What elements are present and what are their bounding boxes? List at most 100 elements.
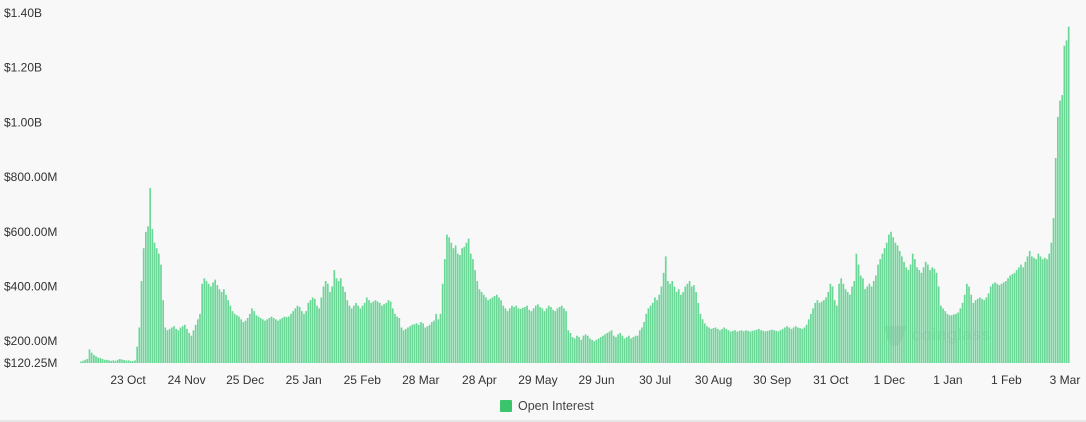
bar[interactable] [970,294,973,363]
bar[interactable] [623,338,626,363]
bar[interactable] [543,311,546,363]
bar[interactable] [448,237,450,363]
bar[interactable] [229,305,232,363]
bar[interactable] [428,324,431,363]
bar[interactable] [567,330,570,363]
bar[interactable] [88,349,91,363]
bar[interactable] [454,245,457,363]
bar[interactable] [131,361,134,363]
bar[interactable] [125,360,128,363]
bar[interactable] [502,305,505,363]
bar[interactable] [207,283,210,363]
bar[interactable] [714,327,717,363]
bar[interactable] [966,283,968,363]
bar[interactable] [396,316,398,363]
bar[interactable] [545,308,548,363]
bar[interactable] [147,226,149,363]
bar[interactable] [719,330,721,363]
bar[interactable] [303,313,305,363]
bar[interactable] [320,297,323,363]
bar[interactable] [920,272,923,363]
bar[interactable] [222,289,225,363]
bar[interactable] [762,330,765,363]
bar[interactable] [595,339,598,363]
bar[interactable] [157,253,160,363]
bar[interactable] [716,328,719,363]
bar[interactable] [394,313,396,363]
bar[interactable] [404,328,407,363]
bar[interactable] [292,311,294,363]
bar[interactable] [214,279,216,363]
bar[interactable] [1039,256,1042,363]
bar[interactable] [433,320,435,363]
bar[interactable] [1024,261,1027,363]
bar[interactable] [277,320,279,363]
bar[interactable] [212,282,214,363]
bar[interactable] [528,309,531,363]
bar[interactable] [946,313,949,363]
bar[interactable] [324,281,327,363]
bar[interactable] [1009,275,1012,363]
bar[interactable] [699,313,702,363]
bar[interactable] [636,335,639,363]
bar[interactable] [181,326,184,363]
bar[interactable] [998,285,1001,363]
bar[interactable] [1031,256,1033,363]
bar[interactable] [937,286,940,363]
bar[interactable] [365,297,368,363]
bar[interactable] [632,337,635,363]
bar[interactable] [1050,242,1053,363]
bar[interactable] [554,311,557,363]
bar[interactable] [348,305,351,363]
bar[interactable] [504,308,507,363]
bar[interactable] [903,261,905,363]
bar[interactable] [560,305,563,363]
bar[interactable] [149,188,152,363]
bar[interactable] [461,248,463,363]
bar[interactable] [140,281,143,363]
bar[interactable] [387,300,390,363]
bar[interactable] [93,354,95,363]
bar[interactable] [612,335,615,363]
bar[interactable] [578,337,580,363]
bar[interactable] [294,308,297,363]
bar[interactable] [751,330,754,363]
bar[interactable] [831,286,834,363]
bar[interactable] [955,313,957,363]
bar[interactable] [838,283,840,363]
bar[interactable] [996,283,999,363]
bar[interactable] [487,300,489,363]
bar[interactable] [656,300,658,363]
bar[interactable] [242,322,245,363]
bar[interactable] [485,297,487,363]
bar[interactable] [563,308,565,363]
bar[interactable] [255,315,258,363]
bar[interactable] [415,323,418,363]
bar[interactable] [218,289,221,363]
bar[interactable] [582,335,585,363]
bar[interactable] [231,311,234,363]
bar[interactable] [281,317,284,363]
bar[interactable] [322,286,325,363]
bar[interactable] [298,307,301,363]
bar[interactable] [911,253,914,363]
bar[interactable] [940,305,942,363]
bar[interactable] [619,332,622,363]
bar[interactable] [671,281,674,363]
bar[interactable] [927,264,929,363]
bar[interactable] [792,327,795,363]
bar[interactable] [1015,270,1018,363]
bar[interactable] [170,327,173,363]
bar[interactable] [658,294,661,363]
bar[interactable] [506,311,509,363]
bar[interactable] [974,300,977,363]
bar[interactable] [651,302,654,363]
bar[interactable] [643,322,645,363]
bar[interactable] [814,302,817,363]
bar[interactable] [857,264,860,363]
bar[interactable] [1052,218,1055,363]
bar[interactable] [950,315,953,363]
bar[interactable] [235,315,238,363]
bar[interactable] [1018,267,1020,363]
bar[interactable] [576,335,578,363]
